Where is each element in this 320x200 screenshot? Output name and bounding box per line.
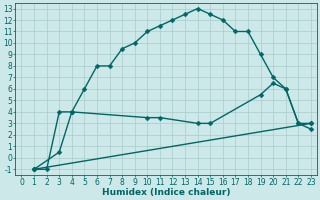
X-axis label: Humidex (Indice chaleur): Humidex (Indice chaleur): [102, 188, 230, 197]
